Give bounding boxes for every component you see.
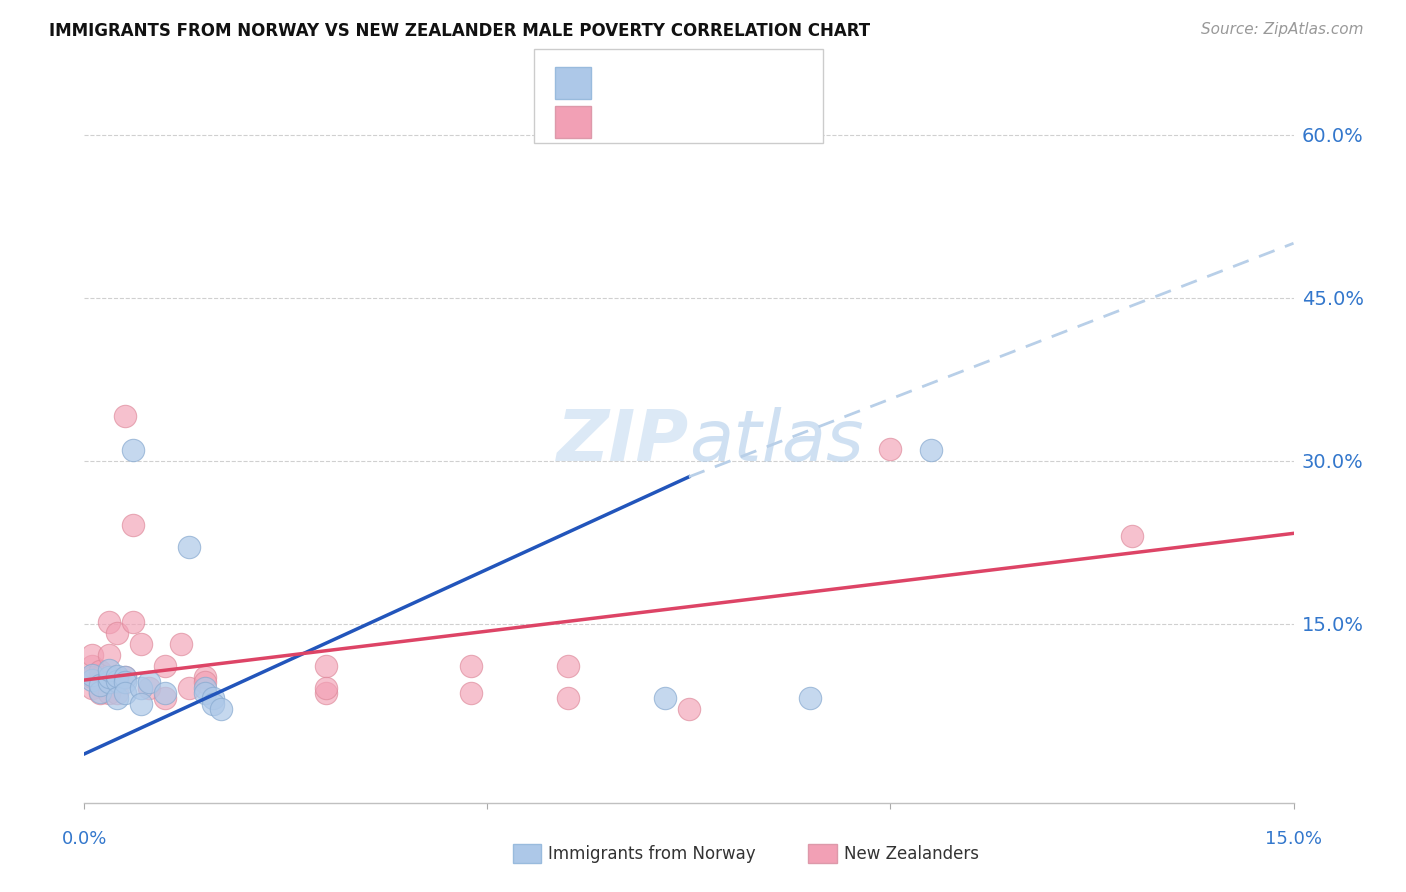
Point bbox=[105, 675, 128, 690]
Point bbox=[97, 686, 120, 700]
Point bbox=[89, 670, 111, 684]
Point bbox=[179, 681, 201, 695]
Text: R = 0.476: R = 0.476 bbox=[605, 66, 713, 84]
Point bbox=[121, 517, 143, 532]
Point bbox=[315, 681, 337, 695]
Text: IMMIGRANTS FROM NORWAY VS NEW ZEALANDER MALE POVERTY CORRELATION CHART: IMMIGRANTS FROM NORWAY VS NEW ZEALANDER … bbox=[49, 22, 870, 40]
Text: N = 27: N = 27 bbox=[710, 66, 778, 84]
Text: Source: ZipAtlas.com: Source: ZipAtlas.com bbox=[1201, 22, 1364, 37]
Point bbox=[89, 675, 111, 690]
Point bbox=[105, 686, 128, 700]
Point bbox=[557, 659, 579, 673]
Point bbox=[114, 670, 136, 684]
Point bbox=[179, 541, 201, 555]
Point bbox=[202, 697, 225, 711]
Point bbox=[170, 637, 193, 651]
Point bbox=[105, 674, 128, 689]
Point bbox=[114, 670, 136, 684]
Point bbox=[557, 691, 579, 706]
Point bbox=[920, 442, 942, 457]
Point bbox=[209, 702, 232, 716]
Text: N = 38: N = 38 bbox=[710, 105, 778, 123]
Point bbox=[153, 691, 176, 706]
Point bbox=[1121, 528, 1143, 542]
Point bbox=[97, 648, 120, 662]
Point bbox=[315, 659, 337, 673]
Point bbox=[315, 686, 337, 700]
Point bbox=[121, 615, 143, 630]
Text: 15.0%: 15.0% bbox=[1265, 830, 1322, 848]
Point bbox=[678, 702, 700, 716]
Point bbox=[138, 681, 160, 695]
Point bbox=[105, 668, 128, 682]
Point bbox=[129, 681, 152, 695]
Point bbox=[89, 678, 111, 692]
Point bbox=[82, 659, 104, 673]
Point bbox=[114, 686, 136, 700]
Point bbox=[97, 675, 120, 690]
Point bbox=[82, 673, 104, 687]
Point bbox=[82, 667, 104, 681]
Point bbox=[89, 685, 111, 699]
Point bbox=[97, 670, 120, 684]
Point bbox=[460, 659, 482, 673]
Point bbox=[153, 686, 176, 700]
Point bbox=[879, 442, 901, 456]
Point bbox=[105, 670, 128, 684]
Point bbox=[114, 675, 136, 690]
Point bbox=[654, 691, 676, 706]
Point bbox=[97, 663, 120, 677]
Point bbox=[105, 626, 128, 640]
Point bbox=[89, 665, 111, 679]
Point bbox=[799, 691, 821, 706]
Point bbox=[194, 686, 217, 700]
Text: ZIP: ZIP bbox=[557, 407, 689, 476]
Point bbox=[97, 675, 120, 690]
Point bbox=[153, 659, 176, 673]
Point bbox=[82, 681, 104, 695]
Text: atlas: atlas bbox=[689, 407, 863, 476]
Point bbox=[202, 691, 225, 706]
Point bbox=[460, 686, 482, 700]
Text: Immigrants from Norway: Immigrants from Norway bbox=[548, 845, 756, 863]
Point bbox=[194, 675, 217, 690]
Text: R = 0.326: R = 0.326 bbox=[605, 105, 713, 123]
Point bbox=[82, 648, 104, 662]
Point bbox=[129, 697, 152, 711]
Point bbox=[194, 681, 217, 695]
Point bbox=[114, 409, 136, 423]
Point bbox=[97, 615, 120, 630]
Point bbox=[82, 670, 104, 684]
Point bbox=[129, 637, 152, 651]
Point bbox=[121, 442, 143, 457]
Point bbox=[138, 675, 160, 690]
Point bbox=[105, 691, 128, 706]
Point bbox=[89, 686, 111, 700]
Text: New Zealanders: New Zealanders bbox=[844, 845, 979, 863]
Point bbox=[194, 670, 217, 684]
Text: 0.0%: 0.0% bbox=[62, 830, 107, 848]
